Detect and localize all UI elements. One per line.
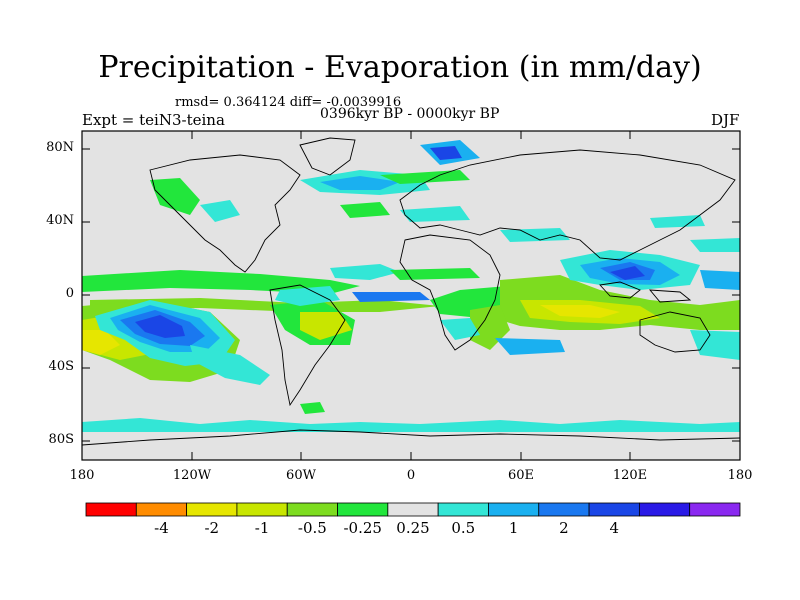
colorbar-swatch	[286, 502, 338, 517]
lon-tick-label: 120E	[612, 468, 648, 483]
lat-tick-label: 40N	[46, 213, 74, 228]
lat-tick-label: 40S	[48, 359, 74, 374]
lon-tick-label: 60W	[286, 468, 316, 483]
colorbar-label: 0.25	[396, 519, 430, 537]
colorbar-swatch	[337, 502, 389, 517]
colorbar-swatch	[689, 502, 741, 517]
colorbar-label: 4	[609, 519, 619, 537]
colorbar	[85, 502, 741, 517]
colorbar-swatch	[85, 502, 137, 517]
colorbar-label: -1	[254, 519, 270, 537]
lon-tick-label: 0	[406, 468, 416, 483]
colorbar-swatch	[186, 502, 238, 517]
coast-europe-asia	[399, 149, 736, 261]
colorbar-swatch	[538, 502, 590, 517]
colorbar-label: -0.5	[297, 519, 327, 537]
coast-antarctica	[82, 429, 740, 446]
colorbar-swatch	[437, 502, 489, 517]
lat-tick-label: 0	[65, 286, 74, 301]
colorbar-swatch	[488, 502, 540, 517]
lon-tick-label: 120W	[172, 468, 212, 483]
colorbar-swatch	[236, 502, 288, 517]
lon-tick-label: 60E	[507, 468, 535, 483]
lat-tick-label: 80N	[46, 140, 74, 155]
coast-australia	[639, 311, 711, 353]
colorbar-label: 0.5	[451, 519, 476, 537]
chart-title: Precipitation - Evaporation (in mm/day)	[98, 50, 702, 85]
coast-south-america	[269, 284, 346, 407]
colorbar-swatch	[387, 502, 439, 517]
experiment-label: Expt = teiN3-teina	[82, 111, 225, 129]
colorbar-label: -4	[154, 519, 169, 537]
coast-north-america	[149, 154, 301, 273]
lon-tick-label: 180	[69, 468, 95, 483]
tick-marks	[81, 131, 741, 460]
colorbar-label: -0.25	[343, 519, 382, 537]
season-label: DJF	[711, 111, 740, 129]
stats-line: rmsd= 0.364124 diff= -0.0039916	[175, 95, 402, 110]
colorbar-label: -2	[204, 519, 220, 537]
field-green-north-pacific-band	[82, 270, 360, 294]
colorbar-swatch	[638, 502, 691, 517]
field-contours	[82, 140, 740, 432]
coastlines	[82, 137, 740, 446]
colorbar-label: 1	[508, 519, 519, 537]
colorbar-swatch	[135, 502, 188, 517]
coast-greenland	[299, 137, 356, 176]
coast-africa	[399, 234, 501, 351]
coast-maritime	[599, 281, 692, 303]
colorbar-swatch	[588, 502, 640, 517]
colorbar-label: 2	[559, 519, 569, 537]
lat-tick-label: 80S	[48, 432, 74, 447]
period-line: 0396kyr BP - 0000kyr BP	[320, 106, 500, 122]
lon-tick-label: 180	[727, 468, 753, 483]
